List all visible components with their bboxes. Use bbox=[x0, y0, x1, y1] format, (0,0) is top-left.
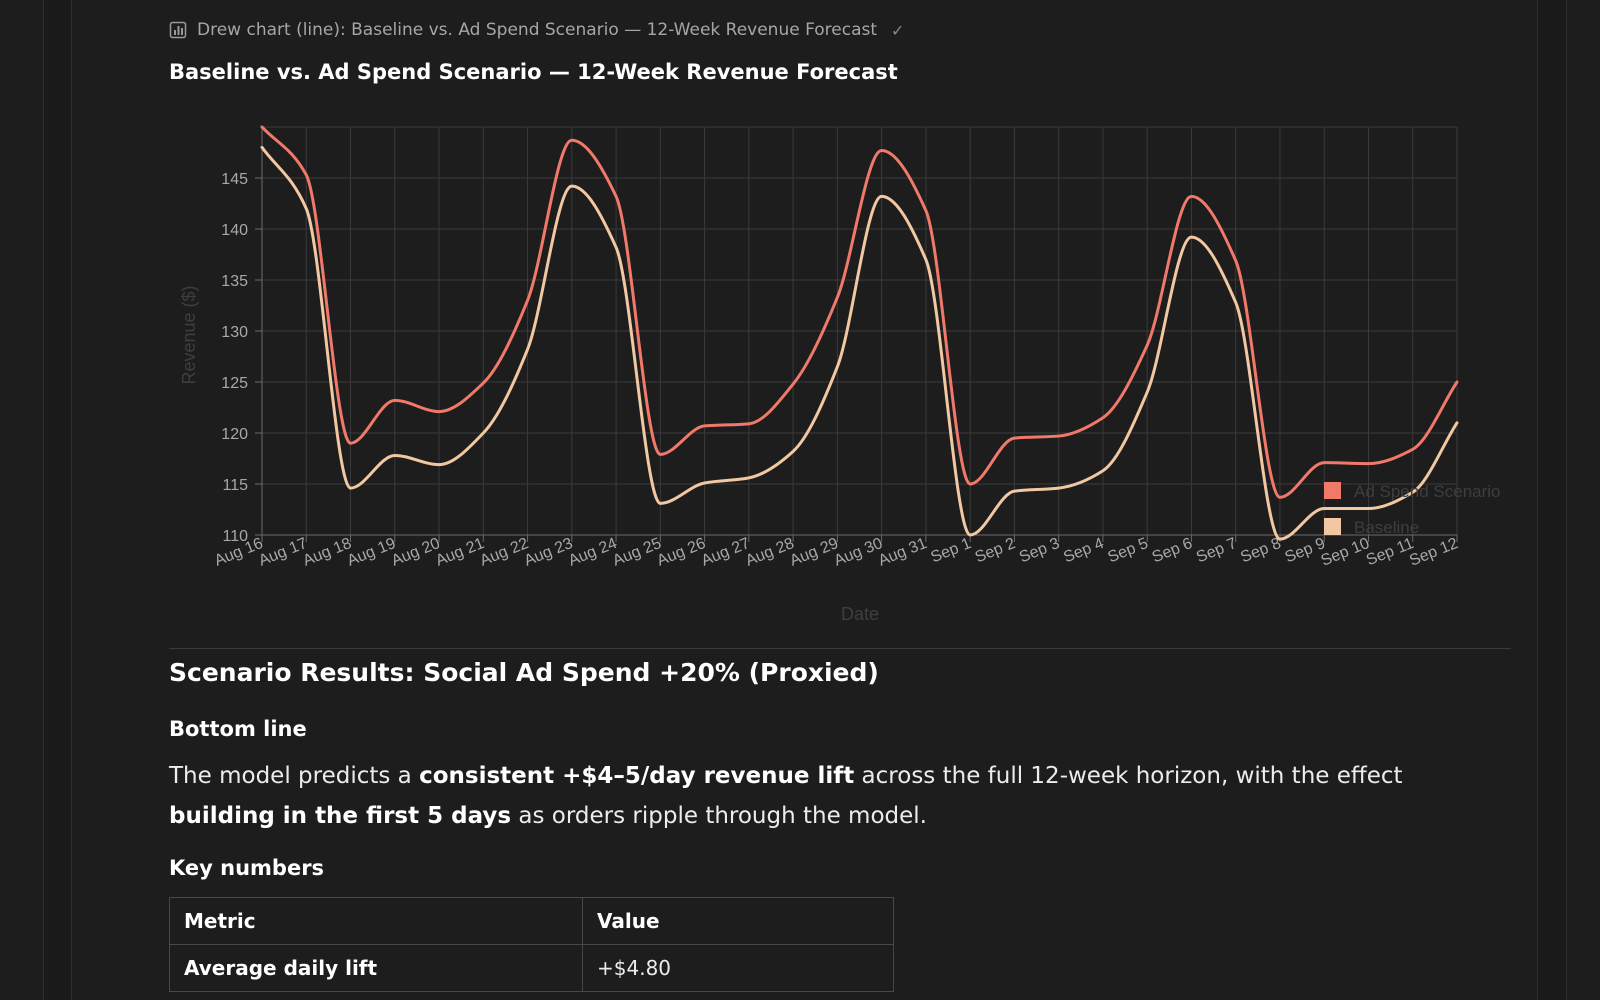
y-tick-label: 125 bbox=[221, 375, 248, 392]
y-tick-label: 120 bbox=[221, 426, 248, 443]
para-text-1: The model predicts a bbox=[169, 763, 420, 789]
x-tick-label: Sep 8 bbox=[1238, 535, 1283, 566]
table-row: Average daily lift +$4.80 bbox=[169, 944, 894, 992]
message-content: Drew chart (line): Baseline vs. Ad Spend… bbox=[169, 0, 1511, 1000]
x-tick-label: Sep 7 bbox=[1194, 535, 1239, 566]
bar-chart-icon bbox=[169, 21, 187, 39]
para-bold-2: building in the first 5 days bbox=[169, 803, 512, 829]
x-tick-label: Aug 17 bbox=[256, 535, 309, 570]
chart-title: Baseline vs. Ad Spend Scenario — 12-Week… bbox=[169, 60, 898, 84]
key-numbers-heading: Key numbers bbox=[169, 856, 325, 880]
series-line-0 bbox=[260, 125, 1459, 499]
x-tick-label: Aug 23 bbox=[522, 535, 575, 570]
x-tick-label: Aug 18 bbox=[301, 535, 354, 570]
x-tick-label: Aug 29 bbox=[787, 535, 840, 570]
series-line-1 bbox=[260, 145, 1459, 541]
x-tick-label: Aug 28 bbox=[743, 535, 796, 570]
tool-status-line[interactable]: Drew chart (line): Baseline vs. Ad Spend… bbox=[169, 19, 904, 41]
y-tick-label: 145 bbox=[221, 171, 248, 188]
x-tick-label: Sep 10 bbox=[1319, 535, 1372, 570]
legend-swatch bbox=[1324, 482, 1341, 499]
x-tick-label: Aug 24 bbox=[566, 535, 619, 570]
x-tick-label: Sep 12 bbox=[1407, 535, 1460, 570]
x-tick-label: Aug 25 bbox=[610, 535, 663, 570]
x-tick-label: Aug 21 bbox=[433, 535, 486, 570]
x-tick-label: Aug 20 bbox=[389, 535, 442, 570]
table-cell-metric: Average daily lift bbox=[169, 944, 583, 992]
x-tick-label: Sep 11 bbox=[1364, 535, 1416, 569]
x-axis-label: Date bbox=[841, 604, 879, 624]
check-icon: ✓ bbox=[891, 20, 905, 40]
y-tick-label: 130 bbox=[221, 324, 248, 341]
x-tick-label: Sep 4 bbox=[1061, 535, 1106, 566]
table-header-row: Metric Value bbox=[169, 897, 894, 945]
x-tick-label: Aug 27 bbox=[699, 535, 752, 570]
legend-label: Ad Spend Scenario bbox=[1354, 482, 1501, 501]
x-tick-label: Sep 6 bbox=[1150, 535, 1195, 566]
bottom-line-paragraph: The model predicts a consistent +$4–5/da… bbox=[169, 756, 1489, 836]
bottom-line-heading: Bottom line bbox=[169, 717, 307, 741]
y-tick-label: 140 bbox=[221, 222, 248, 239]
table-header-metric: Metric bbox=[169, 897, 583, 945]
tool-status-text: Drew chart (line): Baseline vs. Ad Spend… bbox=[197, 20, 878, 40]
left-frame bbox=[43, 0, 72, 1000]
legend-label: Baseline bbox=[1354, 518, 1419, 537]
table-cell-value: +$4.80 bbox=[582, 944, 894, 992]
para-text-2: across the full 12-week horizon, with th… bbox=[854, 763, 1403, 789]
x-tick-label: Aug 30 bbox=[832, 535, 885, 570]
x-tick-label: Sep 1 bbox=[929, 535, 974, 566]
x-tick-label: Sep 3 bbox=[1017, 535, 1062, 566]
x-tick-label: Sep 2 bbox=[973, 535, 1018, 566]
chart-container: 110 115 120 125 130 135 140 145 Aug 16 Aug 17 Aug… bbox=[179, 125, 1501, 624]
para-text-3: as orders ripple through the model. bbox=[511, 803, 927, 829]
key-numbers-table: Metric Value Average daily lift +$4.80 bbox=[169, 897, 894, 992]
right-frame bbox=[1537, 0, 1567, 1000]
x-tick-label: Aug 19 bbox=[345, 535, 398, 570]
y-axis-label: Revenue ($) bbox=[179, 285, 199, 384]
y-tick-label: 135 bbox=[221, 273, 248, 290]
x-tick-label: Sep 5 bbox=[1106, 535, 1151, 566]
results-heading: Scenario Results: Social Ad Spend +20% (… bbox=[169, 658, 879, 687]
y-tick-label: 110 bbox=[222, 528, 248, 545]
x-tick-label: Aug 26 bbox=[655, 535, 708, 570]
y-tick-label: 115 bbox=[222, 477, 248, 494]
legend-swatch bbox=[1324, 518, 1341, 535]
para-bold-1: consistent +$4–5/day revenue lift bbox=[419, 763, 855, 789]
x-tick-label: Aug 22 bbox=[478, 535, 531, 570]
section-divider bbox=[169, 648, 1511, 649]
table-header-value: Value bbox=[582, 897, 894, 945]
x-tick-label: Aug 31 bbox=[876, 535, 929, 570]
